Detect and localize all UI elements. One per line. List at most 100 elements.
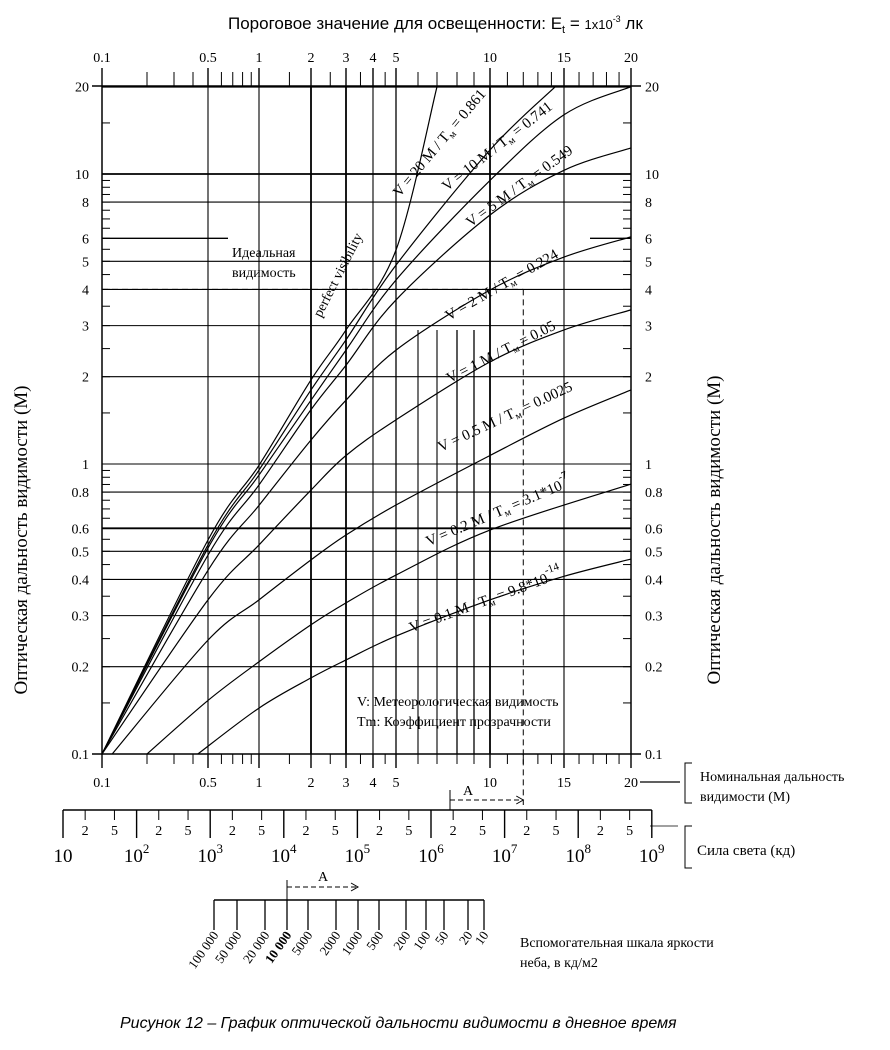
- y-tick-label-left: 1: [82, 458, 89, 473]
- y-tick-label-left: 10: [75, 168, 89, 183]
- x-tick-label-bottom: 2: [308, 776, 315, 791]
- y-tick-label-left: 3: [82, 320, 89, 335]
- curve-label: V = 0.1 M / Tм = 9.8*10-14: [405, 560, 565, 638]
- arrow-head-icon: [516, 795, 525, 805]
- candela-decade-label: 109: [639, 841, 665, 867]
- x-tick-label-bottom: 5: [393, 776, 400, 791]
- y-tick-label-right: 0.4: [645, 573, 663, 588]
- grid: [102, 85, 631, 755]
- y-tick-label-left: 0.5: [72, 545, 90, 560]
- candela-decade-exponent: 2: [143, 841, 150, 856]
- x-tick-label-top: 20: [624, 51, 638, 66]
- y-tick-label-right: 10: [645, 168, 659, 183]
- x-tick-label-bottom: 0.5: [199, 776, 217, 791]
- x-axis-label-line2: видимости (М): [700, 790, 790, 805]
- candela-decade-exponent: 3: [216, 841, 223, 856]
- x-tick-label-bottom: 0.1: [93, 776, 111, 791]
- candela-decade-exponent: 7: [511, 841, 518, 856]
- candela-decade-exponent: 5: [364, 841, 371, 856]
- curve-label-main: V = 2 M / T: [443, 275, 513, 325]
- y-tick-label-right: 0.8: [645, 486, 663, 501]
- candela-decade-exponent: 8: [584, 841, 591, 856]
- curves: [101, 86, 632, 805]
- curve-label-main: V = 1 M / T: [444, 340, 515, 387]
- x-tick-label-top: 3: [343, 51, 350, 66]
- visibility-curve: [197, 558, 632, 755]
- chart-title: Пороговое значение для освещенности: Et …: [228, 14, 643, 36]
- curve-label-value: = 3.1*10: [506, 478, 565, 515]
- candela-decade-base: 10: [492, 846, 511, 867]
- perfect-visibility-label: perfect visibility: [311, 231, 366, 320]
- bracket: [684, 825, 692, 869]
- candela-decade-label: 105: [345, 841, 371, 867]
- candela-decade-base: 10: [54, 846, 73, 867]
- candela-minor-label: 5: [405, 824, 412, 839]
- sky-scale-label: 100: [410, 928, 433, 953]
- x-tick-label-top: 0.1: [93, 51, 111, 66]
- arrow-a-label: A: [463, 784, 474, 799]
- curve-label-main: V = 5 M / T: [463, 176, 530, 231]
- curve-label-main: V = 0.1 M / T: [407, 593, 490, 636]
- sky-scale-label-line2: неба, в кд/м2: [520, 956, 598, 971]
- x-tick-label-bottom: 15: [557, 776, 571, 791]
- y-tick-label-right: 0.3: [645, 610, 663, 625]
- curve-label-sub: м: [503, 507, 514, 520]
- x-tick-label-top: 0.5: [199, 51, 217, 66]
- y-tick-label-left: 4: [82, 283, 89, 298]
- curve-label-value: = 9.8*10: [491, 571, 550, 606]
- candela-decade-label: 107: [492, 841, 518, 867]
- y-tick-label-right: 0.6: [645, 522, 663, 537]
- x-tick-label-bottom: 1: [256, 776, 263, 791]
- curve-label: V = 0.2 M / Tм = 3.1*10-7: [421, 469, 574, 552]
- bracket: [684, 762, 692, 804]
- curve-label-sub: м: [508, 277, 520, 290]
- y-tick-label-right: 0.5: [645, 545, 663, 560]
- candela-minor-label: 5: [479, 824, 486, 839]
- y-axis-label-right: Оптическая дальность видимости (М): [704, 375, 725, 684]
- curve-label-value: = 0.549: [526, 143, 576, 185]
- curve-label-sub: м: [511, 343, 522, 356]
- curve-label-value: = 0.741: [507, 99, 556, 142]
- y-tick-label-right: 2: [645, 371, 652, 386]
- visibility-curve: [101, 309, 632, 755]
- y-tick-label-left: 20: [75, 81, 89, 96]
- candela-minor-label: 5: [553, 824, 560, 839]
- x-tick-label-bottom: 3: [343, 776, 350, 791]
- candela-decade-base: 10: [271, 846, 290, 867]
- y-tick-label-right: 1: [645, 458, 652, 473]
- curve-label-value: = 0.0025: [516, 379, 575, 418]
- visibility-curve: [101, 147, 632, 755]
- curve-label-value: = 0.05: [513, 318, 558, 351]
- candela-minor-label: 5: [626, 824, 633, 839]
- x-tick-label-bottom: 4: [370, 776, 377, 791]
- y-tick-label-left: 0.6: [72, 522, 90, 537]
- y-tick-label-left: 8: [82, 196, 89, 211]
- sky-scale-label: 1000: [338, 928, 365, 958]
- candela-decade-base: 10: [565, 846, 584, 867]
- visibility-curve: [111, 389, 632, 755]
- x-tick-label-top: 15: [557, 51, 571, 66]
- curve-label: V = 1 M / Tм = 0.05: [444, 318, 559, 389]
- x-tick-label-bottom: 10: [483, 776, 497, 791]
- visibility-curve: [101, 86, 556, 755]
- candela-decade-label: 10: [54, 846, 73, 867]
- candela-minor-label: 2: [450, 824, 457, 839]
- sky-scale-label: 2000: [316, 928, 343, 958]
- y-tick-label-right: 0.1: [645, 748, 663, 763]
- curve-label-main: V = 0.2 M / T: [424, 503, 507, 550]
- sky-scale-label: 10: [472, 928, 492, 947]
- y-tick-label-right: 8: [645, 196, 652, 211]
- figure-caption: Рисунок 12 – График оптической дальности…: [120, 1015, 677, 1032]
- candela-minor-label: 2: [229, 824, 236, 839]
- candela-decade-base: 10: [639, 846, 658, 867]
- y-tick-label-right: 4: [645, 283, 652, 298]
- y-tick-label-left: 0.3: [72, 610, 90, 625]
- x-tick-label-top: 10: [483, 51, 497, 66]
- candela-minor-label: 2: [523, 824, 530, 839]
- candela-scale-label: Сила света (кд): [697, 843, 795, 859]
- y-tick-label-right: 20: [645, 81, 659, 96]
- curve-label: V = 2 M / Tм = 0.224: [443, 246, 563, 326]
- candela-decade-base: 10: [418, 846, 437, 867]
